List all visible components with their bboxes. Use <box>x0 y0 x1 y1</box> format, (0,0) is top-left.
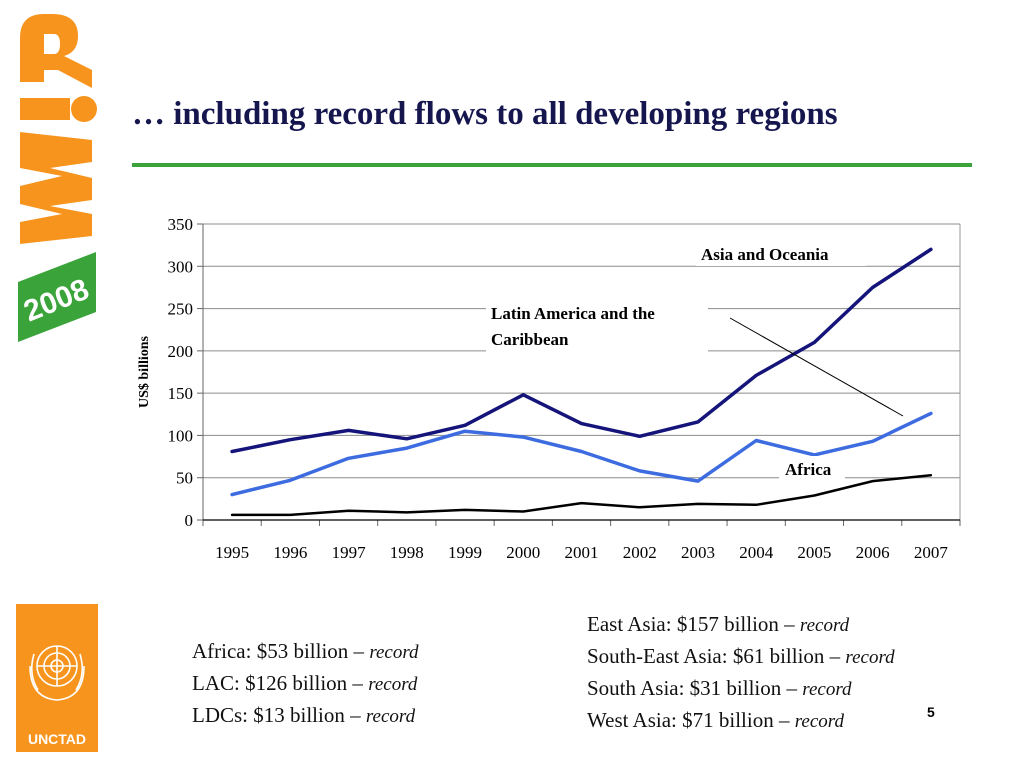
x-tick-label-2003: 2003 <box>681 543 715 562</box>
un-wreath <box>29 645 85 701</box>
record-tag: record <box>799 615 850 636</box>
stat-south-asia: South Asia: $31 billion – record <box>587 676 852 700</box>
x-tick-label-2004: 2004 <box>739 543 774 562</box>
series-line-1 <box>230 411 933 497</box>
y-tick-label-200: 200 <box>168 342 194 361</box>
record-tag: record <box>369 642 419 663</box>
y-axis-ticks: 0 50 100 150 200 250 300 350 <box>168 215 203 530</box>
y-tick-label-150: 150 <box>168 384 194 403</box>
unctad-logo-text: UNCTAD <box>28 731 86 747</box>
wir-2008-logo-icon: 2008 <box>18 14 97 342</box>
x-tick-label-2000: 2000 <box>506 543 540 562</box>
stats-left-list: Africa: $53 billion – record LAC: $126 b… <box>192 636 419 732</box>
x-tick-label-1999: 1999 <box>448 543 482 562</box>
stats-right-list: East Asia: $157 billion – record South-E… <box>587 609 895 737</box>
y-tick-label-50: 50 <box>176 469 193 488</box>
stat-west-asia: West Asia: $71 billion – record <box>587 708 844 732</box>
x-tick-label-2002: 2002 <box>623 543 657 562</box>
y-tick-label-300: 300 <box>168 257 194 276</box>
x-tick-label-1998: 1998 <box>390 543 424 562</box>
series-line-2 <box>230 473 933 517</box>
page-number: 5 <box>927 704 935 720</box>
y-tick-label-100: 100 <box>168 426 194 445</box>
wir-letters <box>20 14 97 244</box>
stat-south-east-asia: South-East Asia: $61 billion – record <box>587 644 895 668</box>
slide-title: … including record flows to all developi… <box>132 96 838 132</box>
stat-ldcs: LDCs: $13 billion – record <box>192 703 416 727</box>
series-line-0 <box>230 247 933 454</box>
annotation-africa: Africa <box>785 460 832 479</box>
annotation-latam-leader <box>729 317 904 417</box>
stat-lac: LAC: $126 billion – record <box>192 671 418 695</box>
annotation-latam-line1: Latin America and the <box>491 304 655 323</box>
x-axis-ticks: 1995 1996 1997 1998 1999 2000 2001 2002 2003 2004… <box>202 520 961 562</box>
annotation-asia-oceania: Asia and Oceania <box>701 245 829 264</box>
x-tick-label-2005: 2005 <box>797 543 831 562</box>
annotation-latam-line2: Caribbean <box>491 330 569 349</box>
stat-east-asia: East Asia: $157 billion – record <box>587 612 850 636</box>
annotation-bg-asia <box>696 240 866 266</box>
y-tick-label-250: 250 <box>168 300 194 319</box>
y-tick-label-350: 350 <box>168 215 194 234</box>
x-tick-label-1996: 1996 <box>273 543 307 562</box>
record-tag: record <box>365 706 416 727</box>
y-axis-label: US$ billions <box>137 335 152 408</box>
y-tick-label-0: 0 <box>185 511 194 530</box>
wir-year-badge: 2008 <box>18 252 96 342</box>
x-tick-label-2007: 2007 <box>914 543 949 562</box>
x-tick-label-1995: 1995 <box>215 543 249 562</box>
chart-series <box>230 247 933 517</box>
x-tick-label-2006: 2006 <box>856 543 890 562</box>
x-tick-label-2001: 2001 <box>565 543 599 562</box>
chart-axes <box>202 223 961 521</box>
annotation-bg-latam <box>486 300 708 354</box>
title-underline <box>132 163 972 167</box>
stat-africa: Africa: $53 billion – record <box>192 639 419 663</box>
record-tag: record <box>802 679 852 700</box>
un-emblem-icon: UNCTAD <box>16 604 98 752</box>
x-tick-label-1997: 1997 <box>332 543 367 562</box>
record-tag: record <box>368 674 418 695</box>
record-tag: record <box>845 647 895 668</box>
annotation-bg-africa <box>779 456 845 482</box>
record-tag: record <box>794 711 844 732</box>
